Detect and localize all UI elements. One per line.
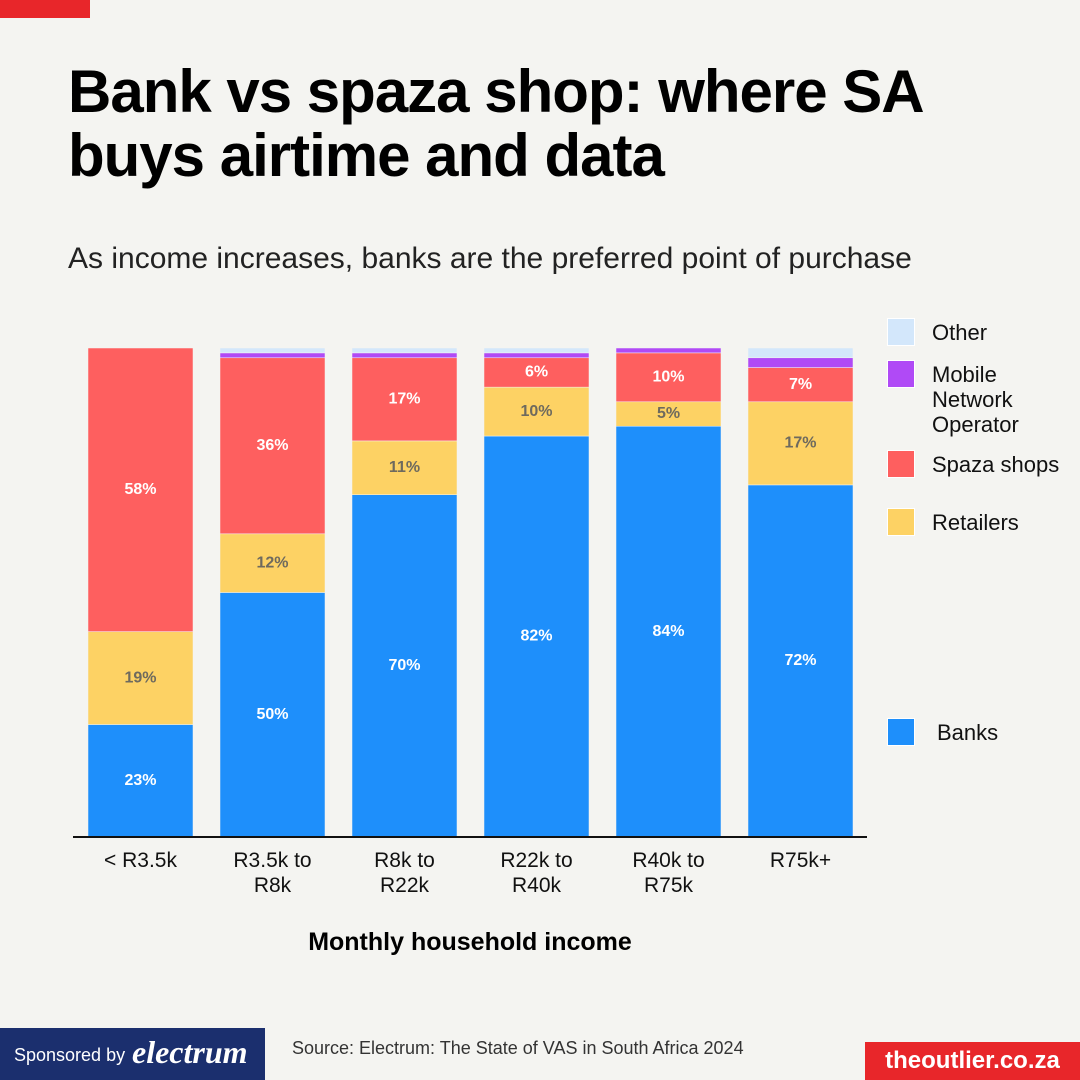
data-label: 19%: [124, 669, 156, 686]
bar-segment: [87, 724, 194, 838]
data-label: 7%: [789, 376, 812, 393]
bar-segment: [219, 357, 326, 535]
x-tick-label: R75k+: [769, 849, 832, 872]
bar-segment: [615, 347, 722, 354]
bar-segment: [351, 347, 458, 354]
data-label: 23%: [124, 772, 156, 789]
data-label: 17%: [388, 391, 420, 408]
legend-label: Retailers: [932, 510, 1019, 535]
legend-swatch: [887, 360, 915, 388]
bar-segment: [483, 352, 590, 359]
x-tick-label: R8k to R22k: [374, 849, 435, 897]
legend-swatch: [887, 508, 915, 536]
data-label: 58%: [124, 481, 156, 498]
bar-segment: [219, 533, 326, 593]
data-label: 72%: [784, 652, 816, 669]
x-tick-label: R22k to R40k: [500, 849, 573, 897]
sponsor-box: Sponsored by electrum: [0, 1028, 265, 1080]
data-label: 6%: [525, 364, 548, 381]
legend-label: Mobile Network Operator: [932, 362, 1019, 437]
bar-segment: [483, 435, 590, 838]
bar-segment: [351, 352, 458, 359]
data-label: 50%: [256, 706, 288, 723]
legend-label: Spaza shops: [932, 452, 1060, 477]
bar-segment: [747, 484, 854, 838]
site: theoutlier.co.za: [865, 1042, 1080, 1080]
bar-segment: [87, 347, 194, 632]
legend-swatch: [887, 318, 915, 346]
legend-label: Other: [932, 320, 988, 345]
bar-segment: [219, 347, 326, 354]
data-label: 84%: [652, 623, 684, 640]
legend-swatch: [887, 450, 915, 478]
data-label: 82%: [520, 628, 552, 645]
bar-segment: [615, 401, 722, 427]
bar-segment: [615, 352, 722, 403]
bar-segment: [351, 357, 458, 442]
sponsor-logo: electrum: [132, 1034, 248, 1070]
bar-segment: [747, 367, 854, 403]
bar-segment: [483, 347, 590, 354]
bar-segment: [219, 592, 326, 838]
bar-segment: [219, 352, 326, 359]
bar-segment: [87, 631, 194, 725]
sponsor-prefix: Sponsored by: [14, 1045, 126, 1065]
x-axis-label: Monthly household income: [308, 928, 632, 956]
bar-segment: [747, 347, 854, 359]
data-label: 36%: [256, 437, 288, 454]
legend-label: Banks: [937, 720, 999, 745]
accent-bar: [0, 0, 90, 18]
source: Source: Electrum: The State of VAS in So…: [292, 1038, 744, 1058]
data-label: 5%: [657, 405, 680, 422]
data-label: 17%: [784, 435, 816, 452]
data-label: 10%: [652, 369, 684, 386]
legend-swatch: [887, 718, 915, 746]
x-tick-label: R40k to R75k: [632, 849, 705, 897]
chart-subtitle: As income increases, banks are the prefe…: [68, 242, 912, 275]
x-tick-label: < R3.5k: [104, 849, 177, 872]
bar-segment: [747, 401, 854, 486]
bar-segment: [747, 357, 854, 368]
bar-segment: [483, 357, 590, 388]
chart-title: Bank vs spaza shop: where SA buys airtim…: [68, 58, 922, 189]
x-tick-label: R3.5k to R8k: [233, 849, 312, 897]
data-label: 12%: [256, 554, 288, 571]
bar-segment: [615, 425, 722, 838]
bar-segment: [483, 386, 590, 437]
data-label: 11%: [389, 459, 420, 476]
data-label: 70%: [388, 657, 420, 674]
data-label: 10%: [520, 403, 552, 420]
bar-segment: [351, 494, 458, 838]
